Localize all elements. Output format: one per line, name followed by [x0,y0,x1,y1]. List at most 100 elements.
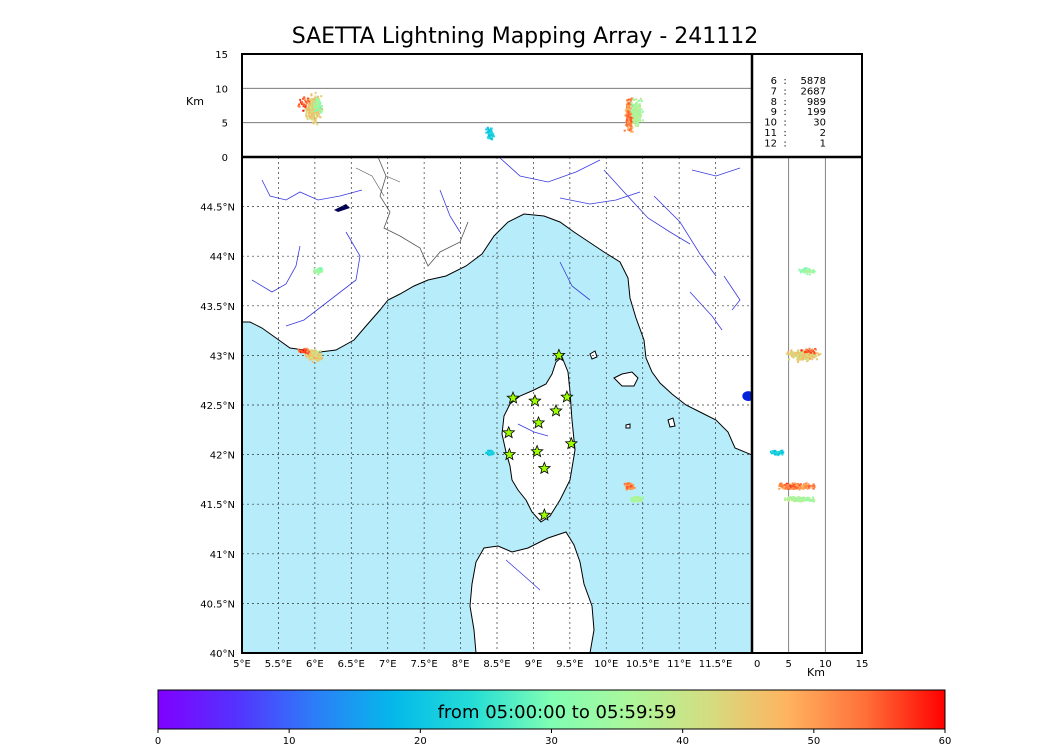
source-point-altitude [305,107,308,110]
source-point-altitude [299,98,302,101]
source-point-altitude [316,123,319,126]
source-point [300,350,303,353]
source-point-altitude [635,122,638,125]
source-point-lat-alt [779,482,782,485]
colorbar-tick-label: 50 [807,736,820,747]
source-point-lat-alt [798,486,801,489]
source-point-lat-alt [810,498,813,501]
source-point-lat-alt [808,347,811,350]
source-point-altitude [303,99,306,102]
source-point [302,351,305,354]
flash-cluster-latitude-altitude [769,449,785,457]
source-point [318,354,321,357]
source-point-lat-alt [806,273,809,276]
source-point-lat-alt [804,487,807,490]
station-star-icon [537,461,552,475]
source-point-altitude [629,127,632,130]
source-point-altitude [631,111,634,114]
source-point-lat-alt [777,451,780,454]
source-point [313,270,316,273]
source-point [314,350,317,353]
source-point-altitude [629,98,632,101]
source-point-altitude [627,116,630,119]
station-star-icon [501,425,516,439]
source-point-altitude [626,122,629,125]
source-point-lat-alt [802,498,805,501]
source-point-altitude [313,116,316,119]
source-point-lat-alt [771,451,774,454]
source-point [313,354,316,357]
source-point [311,360,314,363]
source-point [308,350,311,353]
source-point [320,358,323,361]
source-point-altitude [314,95,317,98]
source-point-lat-alt [792,487,795,490]
source-point-lat-alt [781,453,784,456]
station-star-icon [537,508,552,521]
station-number: 7 [771,86,777,97]
source-point-altitude [632,120,635,123]
lat-tick-label: 43.5°N [200,302,235,313]
source-point-lat-alt [814,348,817,351]
source-point-altitude [637,105,640,108]
source-point-altitude [307,111,310,114]
source-point [311,351,314,354]
flash-cluster [297,347,311,355]
source-point-altitude [638,104,641,107]
colorbar-tick-label: 30 [545,736,558,747]
source-point-altitude [318,100,321,103]
source-point-lat-alt [801,354,804,357]
source-point-lat-alt [783,483,786,486]
source-point-lat-alt [788,358,791,361]
source-point-lat-alt [784,497,787,500]
source-point-altitude [632,112,635,115]
source-point-lat-alt [806,496,809,499]
station-count-table: 6: 5878 7: 2687 8: 989 9: 199 10: 30 11: 2 12: 1 [764,76,826,149]
source-point-lat-alt [808,499,811,502]
source-point-lat-alt [785,352,788,355]
flash-cluster-latitude-altitude [777,482,816,491]
source-point-lat-alt [815,352,818,355]
source-point-altitude [307,114,310,117]
source-point-altitude [304,104,307,107]
source-point-lat-alt [811,496,814,499]
source-point-lat-alt [806,270,809,273]
source-point [633,496,636,499]
source-point-altitude [319,102,322,105]
source-point-altitude [626,108,629,111]
source-point-altitude [306,108,309,111]
source-point-lat-alt [813,270,816,273]
source-point-lat-alt [796,350,799,353]
source-point-altitude [630,100,633,103]
source-point-lat-alt [804,271,807,274]
source-point-lat-alt [794,487,797,490]
source-point [319,269,322,272]
station-star-icon [564,436,579,450]
colorbar-tick-label: 60 [939,736,952,747]
source-point-altitude [638,103,641,106]
source-point-altitude [311,114,314,117]
source-point-lat-alt [792,351,795,354]
source-point-lat-alt [781,485,784,488]
source-point-altitude [631,126,634,129]
source-point-lat-alt [791,486,794,489]
sardinia-island [469,531,595,653]
source-point-altitude [628,101,631,104]
top-alt-tick-label: 15 [215,50,228,61]
source-point [631,498,634,501]
source-point-altitude [298,103,301,106]
source-point-altitude [315,98,318,101]
source-point-altitude [638,109,641,112]
source-point-altitude [315,102,318,105]
source-point-altitude [637,125,640,128]
source-point [307,355,310,358]
source-point [629,486,632,489]
right-alt-tick-label: 15 [856,659,869,670]
source-point-altitude [314,113,317,116]
source-point-lat-alt [812,500,815,503]
source-point-altitude [310,110,313,113]
source-point-altitude [625,111,628,114]
source-point-altitude [635,102,638,105]
right-altitude-unit-label: Km [807,666,825,679]
